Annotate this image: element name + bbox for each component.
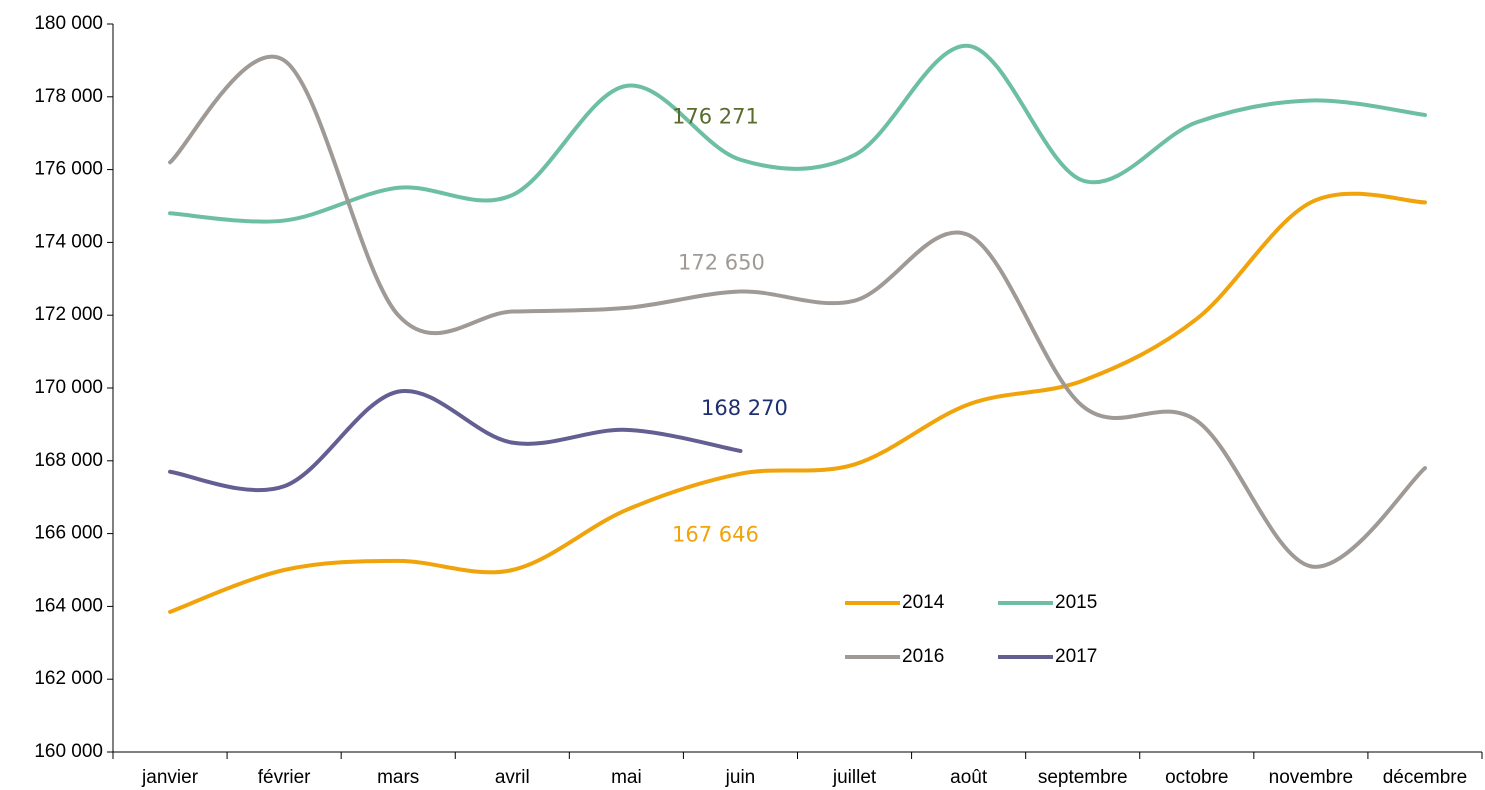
x-tick-label: mai xyxy=(611,767,642,788)
y-tick-label: 166 000 xyxy=(34,523,103,544)
y-tick-label: 174 000 xyxy=(34,231,103,252)
data-label: 172 650 xyxy=(678,251,765,275)
x-tick-label: janvier xyxy=(141,767,199,788)
data-label: 176 271 xyxy=(672,105,759,129)
x-tick-label: septembre xyxy=(1038,767,1128,788)
y-tick-label: 176 000 xyxy=(34,159,103,180)
y-tick-label: 170 000 xyxy=(34,377,103,398)
y-tick-label: 168 000 xyxy=(34,450,103,471)
data-label: 167 646 xyxy=(672,523,759,547)
series-line xyxy=(168,43,1427,224)
x-tick-label: mars xyxy=(377,767,419,788)
x-tick-label: avril xyxy=(495,767,530,788)
x-tick-label: juin xyxy=(725,767,756,788)
y-tick-label: 178 000 xyxy=(34,86,103,107)
y-tick-label: 180 000 xyxy=(34,13,103,34)
x-tick-label: octobre xyxy=(1165,767,1228,788)
series-line xyxy=(168,388,743,493)
x-tick-label: décembre xyxy=(1383,767,1468,788)
y-tick-label: 160 000 xyxy=(34,741,103,762)
series-line xyxy=(168,191,1427,614)
legend-label: 2017 xyxy=(1055,646,1097,667)
x-tick-label: août xyxy=(950,767,988,788)
data-label: 168 270 xyxy=(701,396,788,420)
y-tick-label: 164 000 xyxy=(34,595,103,616)
legend-label: 2014 xyxy=(902,592,945,613)
y-tick-label: 172 000 xyxy=(34,304,103,325)
series-line xyxy=(168,54,1427,569)
x-tick-label: juillet xyxy=(832,767,877,788)
legend-label: 2016 xyxy=(902,646,944,667)
x-tick-label: novembre xyxy=(1269,767,1354,788)
y-tick-label: 162 000 xyxy=(34,668,103,689)
x-tick-label: février xyxy=(258,767,311,788)
legend-label: 2015 xyxy=(1055,592,1097,613)
